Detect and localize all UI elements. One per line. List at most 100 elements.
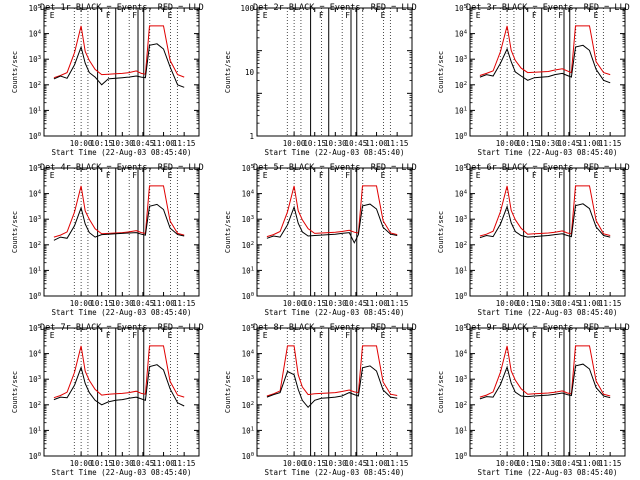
y-tick-label: 105 <box>455 324 467 333</box>
flag-marker: F <box>319 171 324 180</box>
x-tick-label: 11:15 <box>599 139 622 148</box>
plot-frame <box>43 327 200 457</box>
x-tick-label: 10:30 <box>324 459 347 468</box>
y-tick-label: 102 <box>242 241 254 250</box>
x-tick-label: 10:45 <box>132 139 155 148</box>
plot-frame <box>469 327 626 457</box>
y-tick-label: 103 <box>455 375 467 384</box>
y-tick-label: 104 <box>455 350 468 359</box>
x-tick-label: 11:15 <box>173 459 196 468</box>
series-events-line <box>479 363 611 400</box>
plot-frame <box>256 7 413 137</box>
x-tick-label: 11:15 <box>386 299 409 308</box>
y-tick-label: 101 <box>242 266 254 275</box>
x-tick-label: 10:00 <box>496 139 519 148</box>
x-axis-label: Start Time (22-Aug-03 08:45:40) <box>265 468 405 477</box>
x-tick-label: 10:45 <box>345 139 368 148</box>
x-tick-label: 10:30 <box>111 139 134 148</box>
y-tick-label: 104 <box>242 350 255 359</box>
flag-marker: E <box>476 331 481 340</box>
series-lld-line <box>53 25 185 79</box>
y-axis-label: Counts/sec <box>437 211 445 253</box>
y-tick-label: 101 <box>29 106 41 115</box>
y-tick-label: 102 <box>242 401 254 410</box>
x-tick-label: 10:30 <box>324 139 347 148</box>
y-tick-label: 104 <box>455 190 468 199</box>
flag-marker: E <box>50 11 55 20</box>
series-lld-line <box>479 345 611 398</box>
flag-marker: F <box>319 331 324 340</box>
series-lld-line <box>53 185 185 238</box>
x-tick-label: 11:00 <box>152 139 175 148</box>
series-events-line <box>53 203 185 241</box>
flag-marker: F <box>106 11 111 20</box>
flag-marker: E <box>263 11 268 20</box>
y-tick-label: 105 <box>455 4 467 13</box>
y-tick-label: 100 <box>29 132 41 141</box>
y-tick-label: 100 <box>240 4 254 13</box>
flag-marker: E <box>50 331 55 340</box>
plot-frame <box>43 167 200 297</box>
y-tick-label: 103 <box>29 375 41 384</box>
flag-marker: F <box>558 331 563 340</box>
x-tick-label: 10:15 <box>303 459 326 468</box>
plot-frame <box>469 167 626 297</box>
y-tick-label: 102 <box>455 401 467 410</box>
x-tick-label: 11:00 <box>152 299 175 308</box>
y-tick-label: 102 <box>29 241 41 250</box>
x-tick-label: 10:30 <box>537 299 560 308</box>
x-tick-label: 11:15 <box>386 459 409 468</box>
y-tick-label: 103 <box>242 215 254 224</box>
flag-marker: F <box>345 11 350 20</box>
flag-marker: F <box>132 171 137 180</box>
series-lld-line <box>266 345 398 397</box>
y-axis-label: Counts/sec <box>224 371 232 413</box>
flag-marker: F <box>106 171 111 180</box>
plot-frame <box>256 327 413 457</box>
x-tick-label: 11:00 <box>578 299 601 308</box>
y-tick-label: 104 <box>455 30 468 39</box>
x-tick-label: 10:30 <box>537 459 560 468</box>
x-tick-label: 10:00 <box>283 139 306 148</box>
x-tick-label: 11:00 <box>578 139 601 148</box>
x-tick-label: 10:00 <box>283 459 306 468</box>
series-events-line <box>266 203 398 244</box>
flag-marker: F <box>558 171 563 180</box>
flag-marker: E <box>594 331 599 340</box>
y-tick-label: 102 <box>29 81 41 90</box>
y-tick-label: 103 <box>29 55 41 64</box>
y-tick-label: 103 <box>455 55 467 64</box>
series-lld-line <box>53 345 185 399</box>
x-tick-label: 10:45 <box>558 299 581 308</box>
flag-marker: F <box>558 11 563 20</box>
x-tick-label: 10:30 <box>111 299 134 308</box>
x-tick-label: 11:15 <box>599 299 622 308</box>
y-axis-label: Counts/sec <box>437 51 445 93</box>
x-tick-label: 11:00 <box>365 459 388 468</box>
x-tick-label: 10:15 <box>303 139 326 148</box>
x-tick-label: 10:45 <box>558 459 581 468</box>
y-axis-label: Counts/sec <box>224 51 232 93</box>
flag-marker: E <box>263 171 268 180</box>
y-tick-label: 100 <box>455 292 467 301</box>
chart-title: Det 4r BLACK = Events, RED = LLD <box>40 163 204 173</box>
flag-marker: F <box>319 11 324 20</box>
x-tick-label: 10:00 <box>70 139 93 148</box>
chart-title: Det 2r BLACK = Events, RED = LLD <box>253 3 417 13</box>
x-tick-label: 10:15 <box>516 459 539 468</box>
flag-marker: E <box>594 171 599 180</box>
flag-marker: E <box>168 171 173 180</box>
y-tick-label: 103 <box>455 215 467 224</box>
chart-title: Det 6r BLACK = Events, RED = LLD <box>466 163 630 173</box>
y-tick-label: 105 <box>29 4 41 13</box>
y-tick-label: 103 <box>242 375 254 384</box>
x-tick-label: 10:15 <box>90 139 113 148</box>
series-events-line <box>479 203 611 239</box>
plot-frame <box>43 7 200 137</box>
